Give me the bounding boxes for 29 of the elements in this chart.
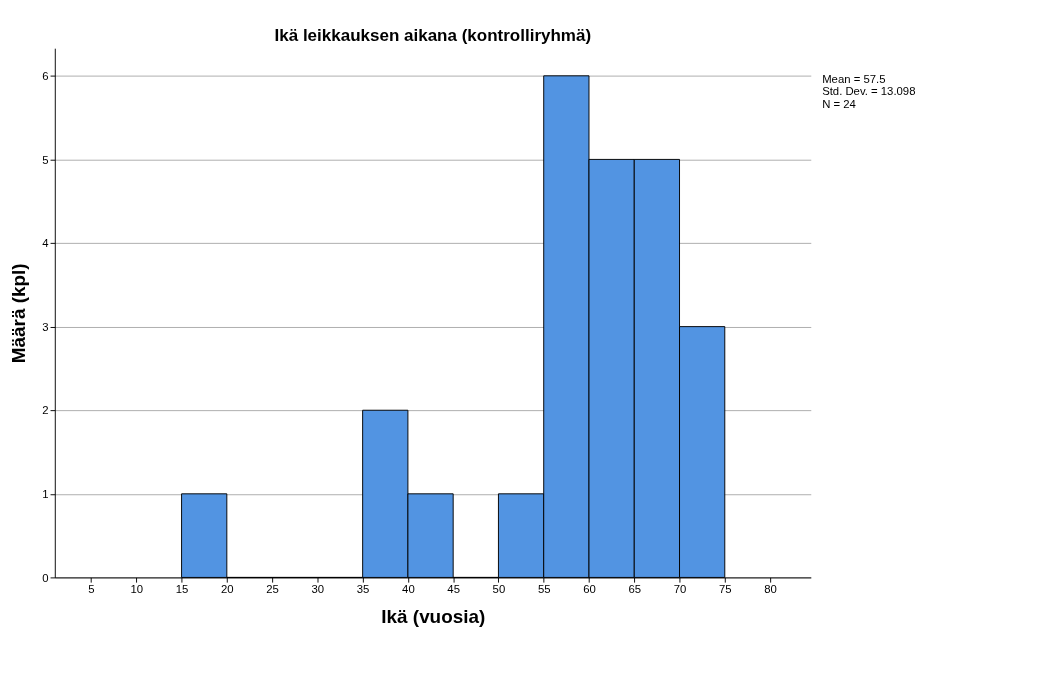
y-tick-label: 6 (42, 70, 49, 83)
y-tick-label: 1 (42, 488, 49, 501)
x-tick-label: 70 (673, 583, 687, 596)
x-tick-label: 10 (130, 583, 144, 596)
x-tick-label: 5 (88, 583, 95, 596)
text: Mean = 57.5 (822, 73, 886, 86)
x-tick-label: 45 (447, 583, 460, 596)
y-tick-label: 5 (42, 153, 49, 166)
y-tick-label: 2 (42, 404, 49, 417)
x-tick-label: 75 (718, 583, 732, 596)
text: N = 24 (822, 97, 856, 110)
x-axis-title: Ikä (vuosia) (381, 606, 486, 628)
x-tick-label: 15 (175, 583, 189, 596)
x-tick-label: 50 (492, 583, 506, 596)
x-tick-label: 80 (764, 583, 777, 596)
x-tick-label: 60 (583, 583, 596, 596)
y-tick-label: 3 (42, 320, 49, 333)
y-tick-label: 0 (42, 571, 49, 584)
y-axis-title: Määrä (kpl) (8, 263, 30, 364)
x-tick-label: 40 (402, 583, 415, 596)
text: Std. Dev. = 13.098 (822, 85, 916, 98)
x-tick-label: 25 (266, 583, 279, 596)
x-tick-label: 65 (628, 583, 642, 596)
y-tick-label: 4 (42, 237, 49, 250)
chart-title: Ikä leikkauksen aikana (kontrolliryhmä) (274, 25, 592, 45)
x-tick-label: 20 (221, 583, 234, 596)
x-tick-label: 35 (356, 583, 370, 596)
x-tick-label: 55 (537, 583, 551, 596)
x-tick-label: 30 (311, 583, 325, 596)
